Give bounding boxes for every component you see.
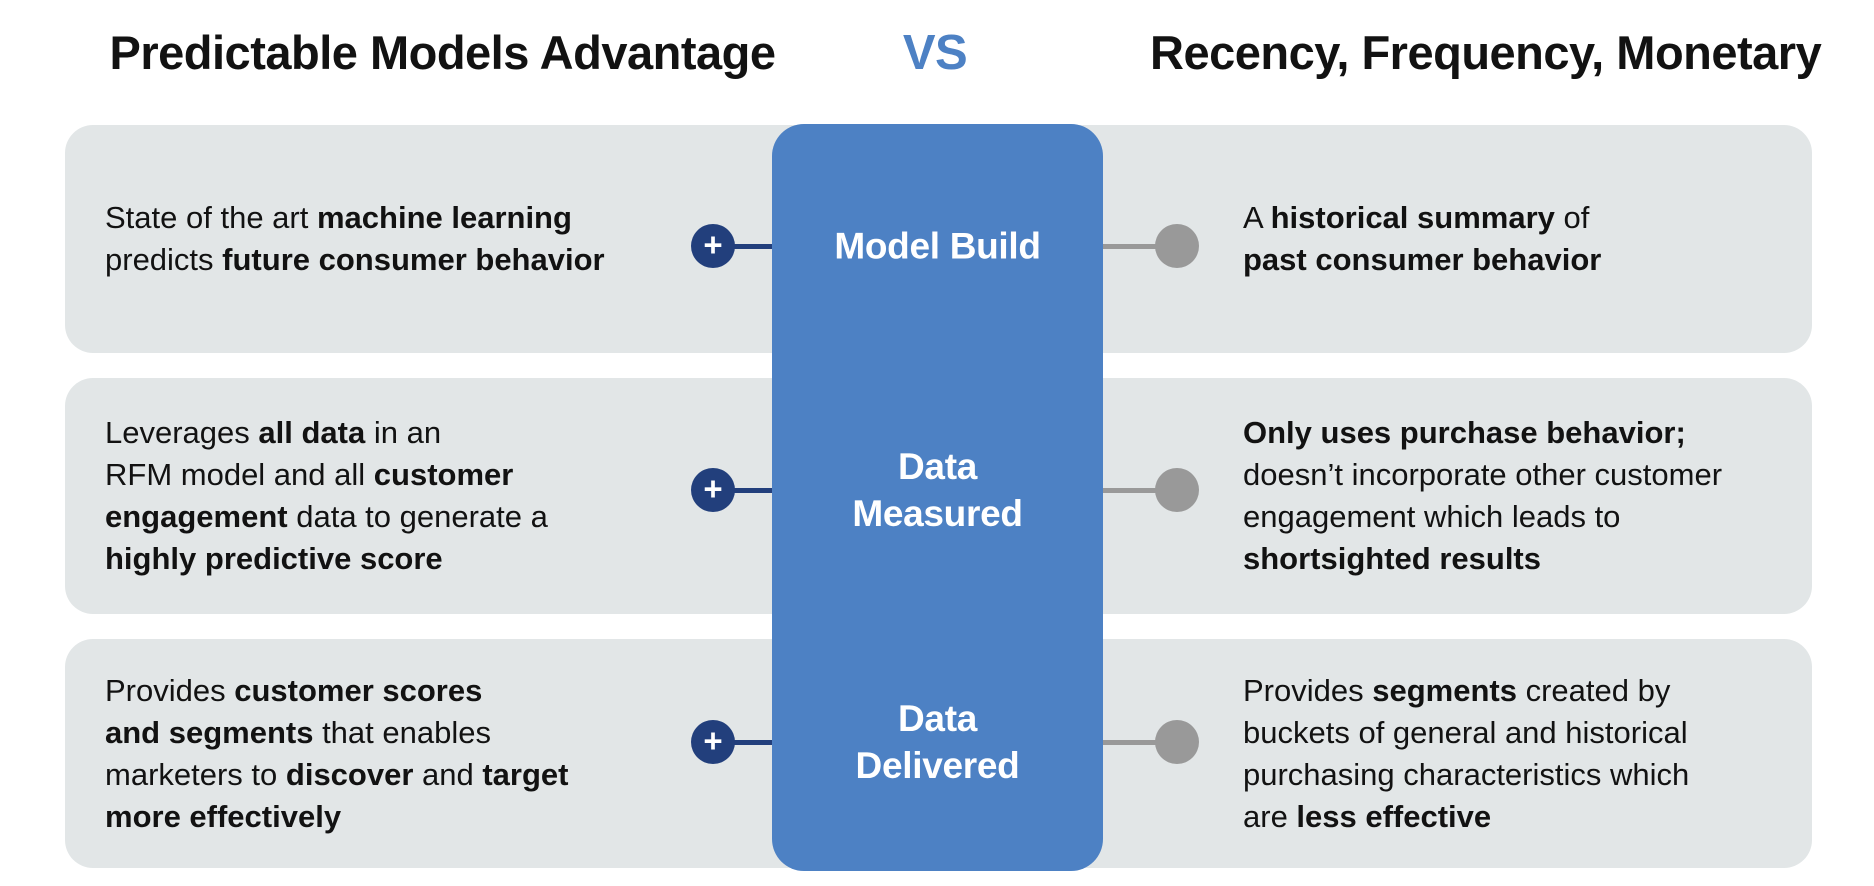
plain-text: Provides: [105, 672, 235, 708]
right-connector-line: [1103, 740, 1177, 745]
emphasis-text: segments: [1372, 672, 1517, 708]
emphasis-text: discover: [285, 756, 414, 792]
emphasis-text: all data: [258, 415, 366, 450]
dot-icon: [1155, 224, 1199, 268]
plain-text: engagement which leads to: [1243, 499, 1621, 534]
right-rfm-lines-line: Only uses purchase behavior;: [1243, 412, 1722, 454]
left-advantage-lines: Leverages all data in an RFM model and al…: [105, 412, 548, 580]
right-rfm-lines: A historical summary of past consumer beh…: [1243, 197, 1601, 281]
emphasis-text: Only uses purchase behavior;: [1243, 415, 1686, 450]
right-rfm-lines-line: purchasing characteristics which: [1243, 754, 1689, 796]
plain-text: buckets of general and historical: [1243, 714, 1688, 750]
emphasis-text: future consumer behavior: [222, 242, 605, 277]
dot-icon: [1155, 720, 1199, 764]
emphasis-text: customer scores: [234, 672, 483, 708]
right-rfm-lines-line: shortsighted results: [1243, 538, 1722, 580]
right-rfm-lines-line: are less effective: [1243, 796, 1689, 838]
center-category-label-line: Data: [898, 698, 977, 739]
right-column-title: Recency, Frequency, Monetary: [1150, 26, 1822, 79]
left-advantage-lines-line: highly predictive score: [105, 538, 548, 580]
plain-text: are: [1243, 798, 1297, 834]
left-advantage-lines-line: and segments that enables: [105, 712, 569, 754]
emphasis-text: less effective: [1296, 798, 1492, 834]
plus-icon: +: [691, 720, 735, 764]
emphasis-text: highly predictive score: [105, 541, 443, 576]
left-advantage-lines-line: Provides customer scores: [105, 670, 569, 712]
plain-text: that enables: [313, 714, 491, 750]
right-rfm-text: Only uses purchase behavior; doesn’t inco…: [1243, 378, 1803, 614]
emphasis-text: machine learning: [316, 200, 572, 235]
plain-text: doesn’t incorporate other customer: [1243, 457, 1723, 492]
left-advantage-lines-line: predicts future consumer behavior: [105, 239, 605, 281]
emphasis-text: target: [482, 756, 569, 792]
plain-text: created by: [1516, 672, 1671, 708]
center-column: Model Build Data Measured Data Delivered: [772, 124, 1103, 871]
right-rfm-lines-line: Provides segments created by: [1243, 670, 1689, 712]
right-connector-line: [1103, 488, 1177, 493]
left-advantage-lines-line: RFM model and all customer: [105, 454, 548, 496]
plain-text: of: [1554, 200, 1590, 235]
center-category-label: Data Measured: [772, 443, 1103, 537]
plain-text: marketers to: [105, 756, 286, 792]
plain-text: A: [1243, 200, 1271, 235]
plain-text: State of the art: [105, 200, 317, 235]
right-rfm-text: Provides segments created by buckets of g…: [1243, 639, 1803, 868]
left-advantage-lines-line: more effectively: [105, 796, 569, 838]
left-advantage-lines-line: State of the art machine learning: [105, 197, 605, 239]
left-advantage-lines: State of the art machine learning predict…: [105, 197, 605, 281]
plus-icon: +: [691, 224, 735, 268]
plain-text: Provides: [1243, 672, 1373, 708]
left-advantage-lines-line: engagement data to generate a: [105, 496, 548, 538]
right-rfm-text: A historical summary of past consumer beh…: [1243, 125, 1803, 353]
right-rfm-lines: Provides segments created by buckets of g…: [1243, 670, 1689, 838]
left-advantage-text: State of the art machine learning predict…: [105, 125, 685, 353]
left-advantage-text: Leverages all data in an RFM model and al…: [105, 378, 685, 614]
right-rfm-lines-line: engagement which leads to: [1243, 496, 1722, 538]
plain-text: and: [413, 756, 483, 792]
plain-text: predicts: [105, 242, 223, 277]
left-advantage-lines-line: Leverages all data in an: [105, 412, 548, 454]
left-connector-line: [713, 244, 772, 249]
dot-icon: [1155, 468, 1199, 512]
right-rfm-lines-line: doesn’t incorporate other customer: [1243, 454, 1722, 496]
center-category-label-line: Data: [898, 446, 977, 487]
emphasis-text: customer: [373, 457, 514, 492]
right-connector-line: [1103, 244, 1177, 249]
emphasis-text: shortsighted results: [1243, 541, 1541, 576]
center-category-label-line: Delivered: [855, 745, 1020, 786]
emphasis-text: and segments: [105, 714, 314, 750]
left-connector-line: [713, 740, 772, 745]
left-advantage-text: Provides customer scores and segments tha…: [105, 639, 685, 868]
plus-icon: +: [691, 468, 735, 512]
plain-text: Leverages: [105, 415, 259, 450]
plain-text: purchasing characteristics which: [1243, 756, 1690, 792]
left-advantage-lines: Provides customer scores and segments tha…: [105, 670, 569, 838]
center-category-label-line: Model Build: [834, 225, 1041, 267]
emphasis-text: more effectively: [105, 798, 342, 834]
center-category-label: Model Build: [772, 223, 1103, 270]
left-advantage-lines-line: marketers to discover and target: [105, 754, 569, 796]
center-category-label: Data Delivered: [772, 695, 1103, 789]
plain-text: RFM model and all: [105, 457, 374, 492]
vs-label: VS: [902, 26, 968, 80]
right-rfm-lines-line: A historical summary of: [1243, 197, 1601, 239]
right-rfm-lines: Only uses purchase behavior; doesn’t inco…: [1243, 412, 1722, 580]
right-rfm-lines-line: past consumer behavior: [1243, 239, 1601, 281]
plain-text: data to generate a: [287, 499, 548, 534]
emphasis-text: past consumer behavior: [1243, 242, 1602, 277]
center-category-label-line: Measured: [852, 493, 1023, 534]
left-column-title: Predictable Models Advantage: [109, 26, 776, 79]
emphasis-text: historical summary: [1270, 200, 1555, 235]
plain-text: in an: [365, 415, 442, 450]
left-connector-line: [713, 488, 772, 493]
emphasis-text: engagement: [105, 499, 288, 534]
right-rfm-lines-line: buckets of general and historical: [1243, 712, 1689, 754]
